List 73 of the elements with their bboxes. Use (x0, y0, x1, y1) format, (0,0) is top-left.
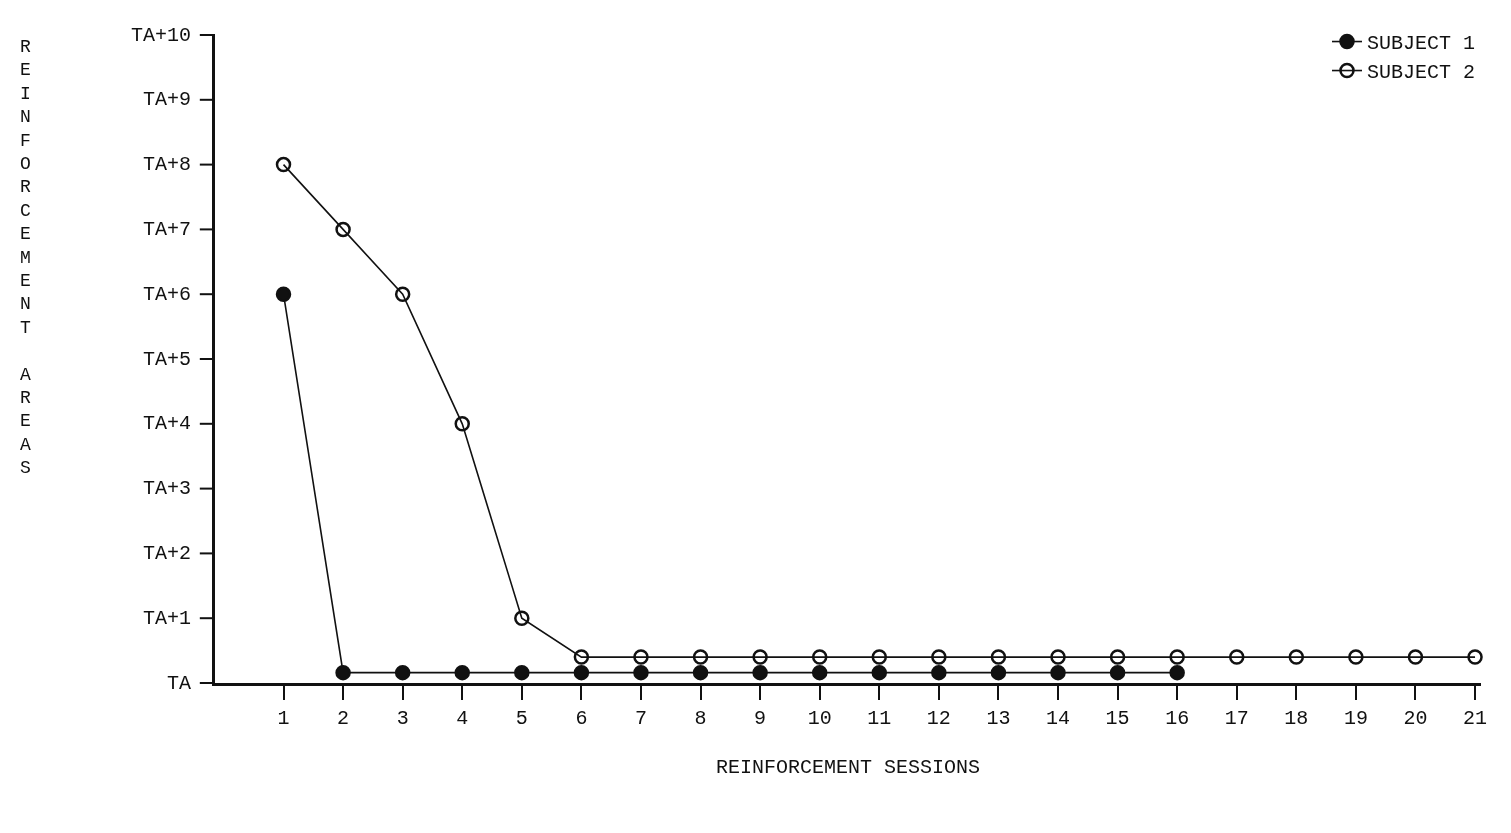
point (1050, 664, 1066, 681)
point (752, 649, 768, 665)
point (633, 664, 649, 681)
x-tick-label: 3 (396, 707, 409, 730)
text: TA (167, 672, 192, 695)
point (1467, 649, 1483, 665)
point (1348, 649, 1364, 665)
x-tick-label: 11 (867, 707, 892, 730)
point (692, 649, 709, 665)
point (394, 286, 411, 302)
point (454, 664, 470, 681)
text: TA+1 (143, 607, 192, 630)
x-tick-label: 14 (1046, 707, 1071, 730)
x-tick-label: 16 (1165, 707, 1190, 730)
text: TA+7 (143, 218, 192, 241)
point (931, 664, 947, 681)
point (573, 664, 590, 681)
point (275, 156, 292, 173)
x-tick-label: 17 (1224, 707, 1249, 730)
point (514, 610, 530, 626)
point (990, 664, 1007, 681)
x-tick-label: 8 (694, 707, 707, 730)
point (1050, 649, 1066, 665)
point (1288, 649, 1305, 665)
point (990, 649, 1007, 665)
text: TA+5 (143, 348, 192, 371)
x-tick-label: 7 (634, 707, 647, 730)
x-tick-label: 5 (515, 707, 528, 730)
x-tick-label: 18 (1284, 707, 1309, 730)
text: TA+10 (131, 24, 192, 47)
point (573, 649, 590, 665)
x-tick-label: 21 (1463, 707, 1488, 730)
x-tick-label: 9 (754, 707, 767, 730)
text: TA+8 (143, 153, 192, 176)
legend-label: SUBJECT 2 (1367, 61, 1476, 85)
point (1169, 649, 1185, 665)
point (871, 664, 888, 681)
point (394, 664, 411, 681)
x-tick-label: 10 (807, 707, 832, 730)
x-tick-label: 15 (1105, 707, 1130, 730)
point (335, 221, 351, 238)
x-tick-label: 2 (337, 707, 350, 730)
text: REINFORCEMENT AREAS (20, 37, 31, 479)
text: TA+4 (143, 412, 192, 435)
point (633, 649, 649, 665)
point (811, 649, 828, 665)
text: TA+6 (143, 283, 192, 306)
point (1109, 664, 1126, 681)
x-tick-label: 13 (986, 707, 1011, 730)
x-tick-label: 6 (575, 707, 588, 730)
point (1229, 649, 1245, 665)
x-tick-label: 4 (456, 707, 469, 730)
legend-label: SUBJECT 1 (1367, 32, 1476, 56)
x-tick-label: 20 (1403, 707, 1428, 730)
point (692, 664, 709, 681)
text: TA+2 (143, 542, 192, 565)
point (514, 664, 530, 681)
point (811, 664, 828, 681)
point (454, 416, 470, 432)
x-tick-label: 19 (1343, 707, 1368, 730)
point (1109, 649, 1126, 665)
x-tick-label: 12 (926, 707, 951, 730)
text: TA+3 (143, 477, 192, 500)
x-tick-label: 1 (277, 707, 290, 730)
point (931, 649, 947, 665)
point (275, 286, 292, 302)
point (335, 664, 351, 681)
x-axis-title: REINFORCEMENT SESSIONS (715, 755, 981, 779)
point (752, 664, 768, 681)
point (871, 649, 888, 665)
point (1407, 649, 1424, 665)
point (1169, 664, 1185, 681)
text: TA+9 (143, 88, 192, 111)
